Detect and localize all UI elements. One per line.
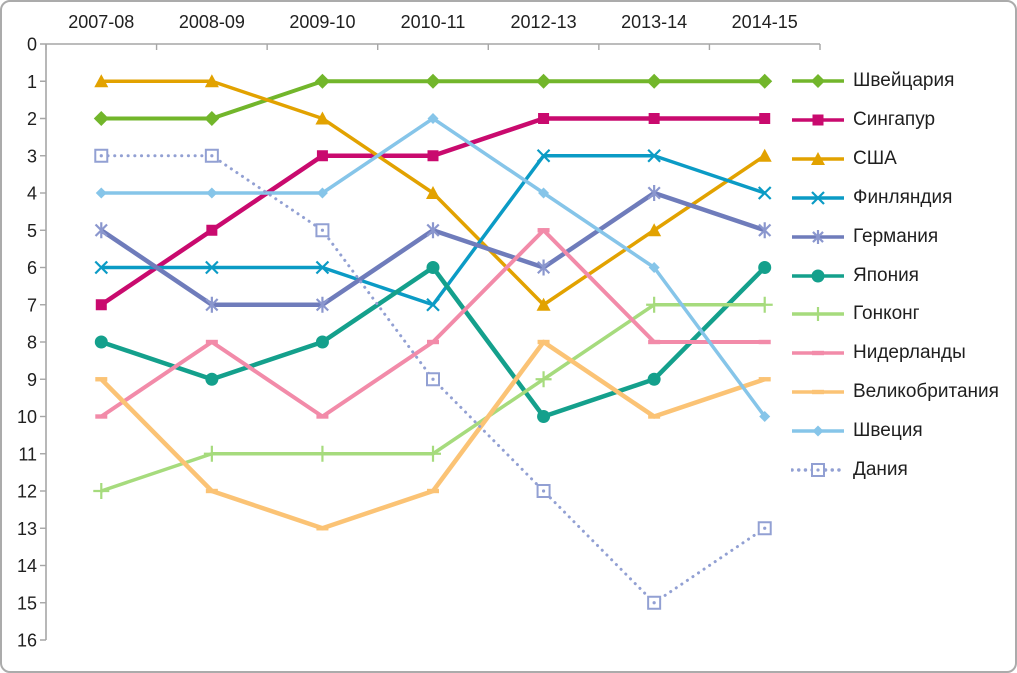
legend-label-uk: Великобритания: [853, 381, 999, 402]
legend-swatch-denmark: [791, 463, 845, 477]
legend-label-denmark: Дания: [853, 459, 908, 480]
series-sweden: [95, 113, 771, 422]
legend-item-usa[interactable]: США: [791, 148, 897, 170]
x-axis-label: 2008-09: [179, 12, 245, 32]
y-axis-label: 14: [17, 556, 37, 576]
legend-label-sweden: Швеция: [853, 420, 923, 441]
legend-swatch-usa: [792, 152, 844, 165]
x-axis-label: 2007-08: [68, 12, 134, 32]
legend-swatch-singapore: [792, 114, 844, 126]
y-axis-label: 4: [27, 184, 37, 204]
series-usa: [94, 74, 772, 311]
legend-item-finland[interactable]: Финляндия: [791, 187, 952, 209]
legend-item-sweden[interactable]: Швеция: [791, 420, 923, 442]
series-japan: [94, 261, 772, 423]
y-axis-label: 11: [18, 444, 37, 464]
y-axis-label: 12: [17, 482, 37, 502]
legend-swatch-switzerland: [792, 74, 844, 88]
legend-item-switzerland[interactable]: Швейцария: [791, 70, 954, 92]
y-axis-label: 2: [27, 109, 37, 129]
legend-swatch-germany: [792, 230, 844, 244]
series-line-singapore: [100, 116, 765, 307]
legend-swatch-hong-kong: [792, 307, 844, 321]
y-axis-label: 5: [27, 221, 37, 241]
y-axis-label: 8: [27, 333, 37, 353]
series-line-germany: [100, 190, 766, 307]
y-axis-label: 1: [27, 72, 37, 92]
legend-swatch-netherlands: [792, 350, 844, 356]
x-axis-label: 2014-15: [732, 12, 798, 32]
legend-swatch-sweden: [792, 425, 844, 437]
y-axis-label: 15: [17, 593, 37, 613]
x-axis-label: 2012-13: [511, 12, 577, 32]
y-axis-label: 0: [27, 35, 37, 55]
legend-swatch-uk: [792, 389, 844, 395]
y-axis-label: 13: [17, 519, 37, 539]
legend-label-finland: Финляндия: [853, 187, 953, 208]
legend-item-singapore[interactable]: Сингапур: [791, 109, 935, 131]
x-axis-label: 2009-10: [289, 12, 355, 32]
series-hong-kong: [93, 296, 773, 499]
y-axis-label: 16: [17, 631, 37, 651]
y-axis-label: 7: [27, 295, 37, 315]
legend-item-uk[interactable]: Великобритания: [791, 381, 999, 403]
series-denmark: [94, 148, 772, 610]
legend-swatch-finland: [792, 191, 844, 205]
y-axis-label: 9: [27, 370, 37, 390]
legend-label-germany: Германия: [853, 226, 939, 247]
legend-item-germany[interactable]: Германия: [791, 226, 938, 248]
series-line-hong-kong: [100, 303, 765, 493]
y-axis-label: 3: [27, 146, 37, 166]
series-line-netherlands: [100, 228, 765, 419]
series-singapore: [95, 113, 771, 311]
series-germany: [94, 185, 772, 313]
x-axis-label: 2013-14: [621, 12, 687, 32]
x-axis-label: 2010-11: [401, 12, 466, 32]
legend-label-singapore: Сингапур: [853, 109, 936, 130]
legend-item-hong-kong[interactable]: Гонконг: [791, 303, 920, 325]
series-uk: [95, 339, 771, 531]
legend-item-denmark[interactable]: Дания: [791, 459, 908, 481]
series-finland: [94, 148, 772, 312]
legend-item-netherlands[interactable]: Нидерланды: [791, 342, 966, 364]
y-axis-label: 6: [27, 258, 37, 278]
legend-swatch-japan: [792, 269, 844, 283]
legend-label-japan: Япония: [853, 265, 919, 286]
legend-label-switzerland: Швейцария: [853, 70, 955, 91]
y-axis-label: 10: [17, 407, 37, 427]
legend-label-usa: США: [853, 148, 897, 169]
series-switzerland: [93, 73, 773, 126]
legend-label-netherlands: Нидерланды: [853, 342, 966, 363]
legend-label-hong-kong: Гонконг: [853, 303, 920, 324]
series-netherlands: [95, 228, 771, 419]
legend-item-japan[interactable]: Япония: [791, 265, 919, 287]
